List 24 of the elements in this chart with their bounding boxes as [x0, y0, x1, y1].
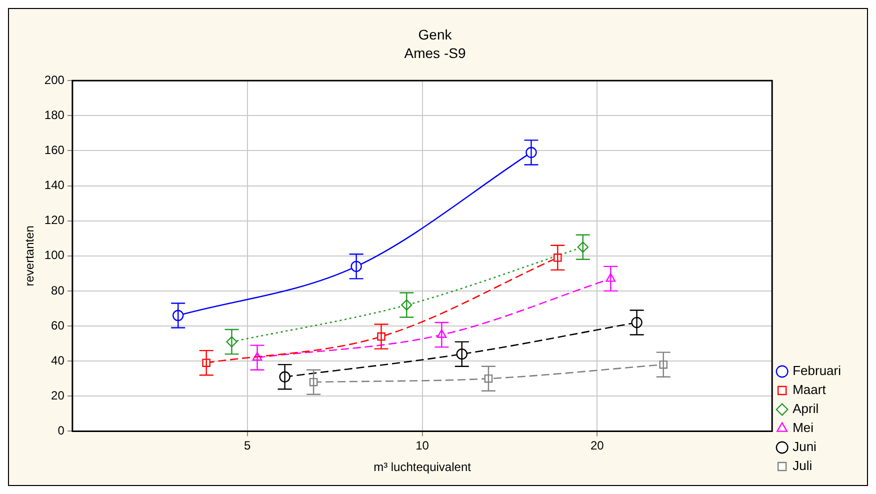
chart-title: Genk	[418, 26, 453, 42]
x-tick-label: 10	[416, 438, 430, 453]
y-tick-label: 140	[44, 178, 65, 192]
legend-label: Maart	[792, 382, 826, 398]
y-tick-label: 120	[44, 213, 65, 228]
chart-subtitle: Ames -S9	[404, 45, 466, 62]
y-tick-label: 20	[51, 388, 65, 402]
y-tick-label: 100	[44, 248, 65, 262]
y-tick-label: 160	[44, 143, 65, 158]
y-tick-label: 80	[51, 283, 65, 298]
y-tick-label: 60	[51, 318, 65, 332]
legend-label: April	[792, 401, 819, 416]
legend-label: Februari	[792, 363, 842, 378]
legend-label: Juni	[792, 439, 817, 454]
legend-label: Juli	[792, 458, 812, 474]
x-axis-title: m³ luchtequivalent	[374, 460, 472, 474]
y-tick-label: 200	[44, 72, 65, 87]
x-tick-label: 5	[244, 438, 251, 453]
y-tick-label: 180	[44, 108, 65, 122]
x-tick-label: 20	[590, 438, 604, 453]
y-axis-title: revertanten	[22, 226, 37, 286]
y-tick-label: 40	[51, 353, 65, 368]
y-tick-label: 0	[58, 424, 65, 438]
legend-label: Mei	[792, 420, 814, 436]
